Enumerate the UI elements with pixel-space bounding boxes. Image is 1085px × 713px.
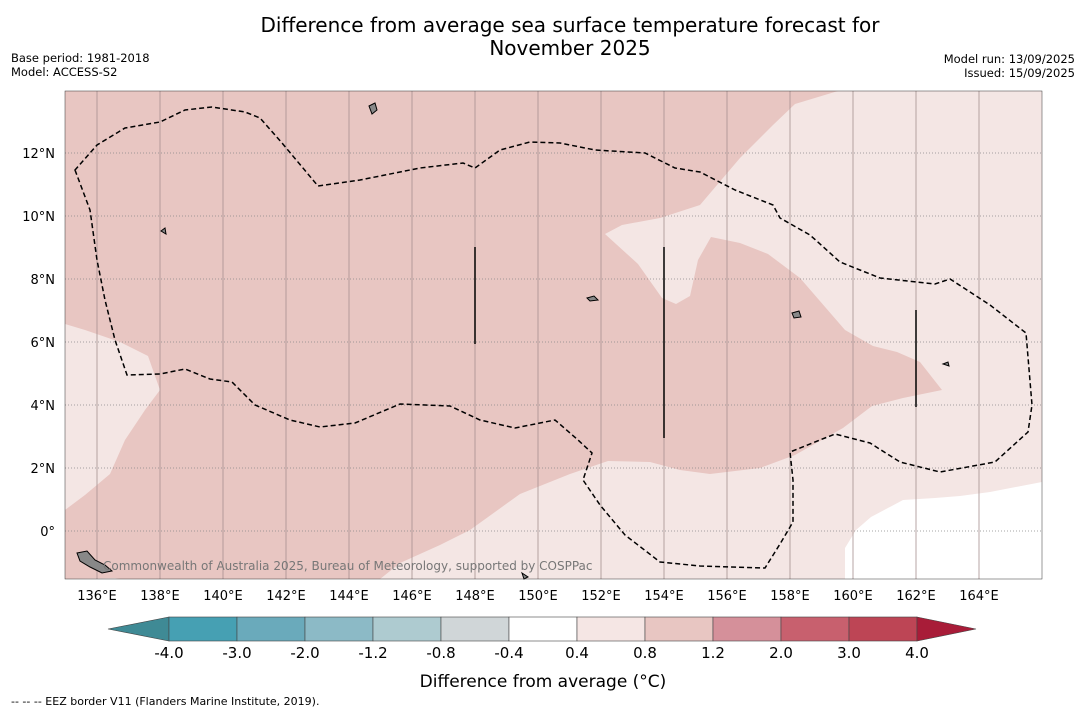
lat-gridlines <box>65 152 1042 532</box>
island-feature <box>521 571 529 580</box>
colorbar-label: 2.0 <box>769 644 793 662</box>
lon-tick-label: 158°E <box>770 589 810 604</box>
issued-date: Issued: 15/09/2025 <box>964 66 1075 80</box>
lon-gridlines <box>96 91 980 579</box>
colorbar-over-arrow <box>916 616 977 642</box>
anomaly-region-neutral <box>845 482 1042 579</box>
lon-tick-label: 146°E <box>392 589 432 604</box>
lon-tick-label: 156°E <box>707 589 747 604</box>
colorbar-bin <box>508 616 578 642</box>
colorbar-label: 1.2 <box>701 644 725 662</box>
colorbar-label: 0.4 <box>565 644 589 662</box>
colorbar-label: -2.0 <box>290 644 319 662</box>
colorbar-label: -0.8 <box>426 644 455 662</box>
colorbar-under-arrow <box>107 616 170 642</box>
colorbar-bin <box>848 616 918 642</box>
lon-tick-label: 160°E <box>833 589 873 604</box>
lon-tick-label: 138°E <box>140 589 180 604</box>
base-period: Base period: 1981-2018 <box>11 51 150 65</box>
colorbar-bin <box>168 616 238 642</box>
colorbar-label: -3.0 <box>222 644 251 662</box>
island-feature <box>941 361 950 367</box>
island-feature <box>160 227 167 235</box>
colorbar-labels: -4.0 -3.0 -2.0 -1.2 -0.8 -0.4 0.4 0.8 1.… <box>154 644 929 662</box>
colorbar-title: Difference from average (°C) <box>420 672 667 692</box>
colorbar-bin <box>712 616 782 642</box>
colorbar-label: -1.2 <box>358 644 387 662</box>
island-feature <box>368 102 378 115</box>
colorbar-label: 4.0 <box>905 644 929 662</box>
lon-tick-label: 150°E <box>518 589 558 604</box>
lat-tick-label: 6°N <box>31 336 56 351</box>
model-run-date: Model run: 13/09/2025 <box>943 52 1075 66</box>
colorbar-bin <box>780 616 850 642</box>
eez-borders <box>74 106 1033 569</box>
eez-border-north <box>74 106 1033 569</box>
islands <box>76 102 950 580</box>
lat-tick-labels: 0° 2°N 4°N 6°N 8°N 10°N 12°N <box>22 147 55 540</box>
title-line-2: November 2025 <box>489 36 651 60</box>
colorbar <box>107 616 977 642</box>
colorbar-label: -0.4 <box>494 644 523 662</box>
lat-tick-label: 4°N <box>31 399 56 414</box>
boundary-segments <box>474 247 917 438</box>
lat-tick-label: 10°N <box>22 210 55 225</box>
run-info: Model run: 13/09/2025 Issued: 15/09/2025 <box>944 52 1075 80</box>
map-plot: Commonwealth of Australia 2025, Bureau o… <box>64 90 1043 580</box>
lat-tick-label: 2°N <box>31 462 56 477</box>
colorbar-bin <box>440 616 510 642</box>
lon-tick-label: 144°E <box>329 589 369 604</box>
lon-tick-label: 152°E <box>581 589 621 604</box>
lon-tick-label: 136°E <box>77 589 117 604</box>
model-name: Model: ACCESS-S2 <box>11 65 118 79</box>
colorbar-label: 3.0 <box>837 644 861 662</box>
anomaly-region-warm <box>65 91 942 579</box>
island-feature <box>586 295 600 302</box>
eez-footnote: -- -- -- EEZ border V11 (Flanders Marine… <box>11 695 320 708</box>
lat-tick-label: 0° <box>40 525 55 540</box>
colorbar-bin <box>236 616 306 642</box>
title-line-1: Difference from average sea surface temp… <box>260 13 880 37</box>
island-feature <box>791 310 802 319</box>
lat-tick-label: 8°N <box>31 273 56 288</box>
colorbar-label: -4.0 <box>154 644 183 662</box>
lon-tick-label: 162°E <box>896 589 936 604</box>
map-frame <box>64 90 1043 580</box>
lon-tick-label: 148°E <box>455 589 495 604</box>
lat-tick-label: 12°N <box>22 147 55 162</box>
map-credit: Commonwealth of Australia 2025, Bureau o… <box>103 559 593 573</box>
lon-tick-labels: 136°E 138°E 140°E 142°E 144°E 146°E 148°… <box>77 589 999 604</box>
lon-tick-label: 154°E <box>644 589 684 604</box>
colorbar-bin <box>576 616 646 642</box>
colorbar-bin <box>372 616 442 642</box>
colorbar-bin <box>644 616 714 642</box>
lon-tick-label: 164°E <box>959 589 999 604</box>
colorbar-label: 0.8 <box>633 644 657 662</box>
lon-tick-label: 140°E <box>203 589 243 604</box>
lon-tick-label: 142°E <box>266 589 306 604</box>
island-feature <box>76 550 114 574</box>
model-info: Base period: 1981-2018 Model: ACCESS-S2 <box>11 51 150 79</box>
chart-title: Difference from average sea surface temp… <box>200 14 940 60</box>
colorbar-bin <box>304 616 374 642</box>
